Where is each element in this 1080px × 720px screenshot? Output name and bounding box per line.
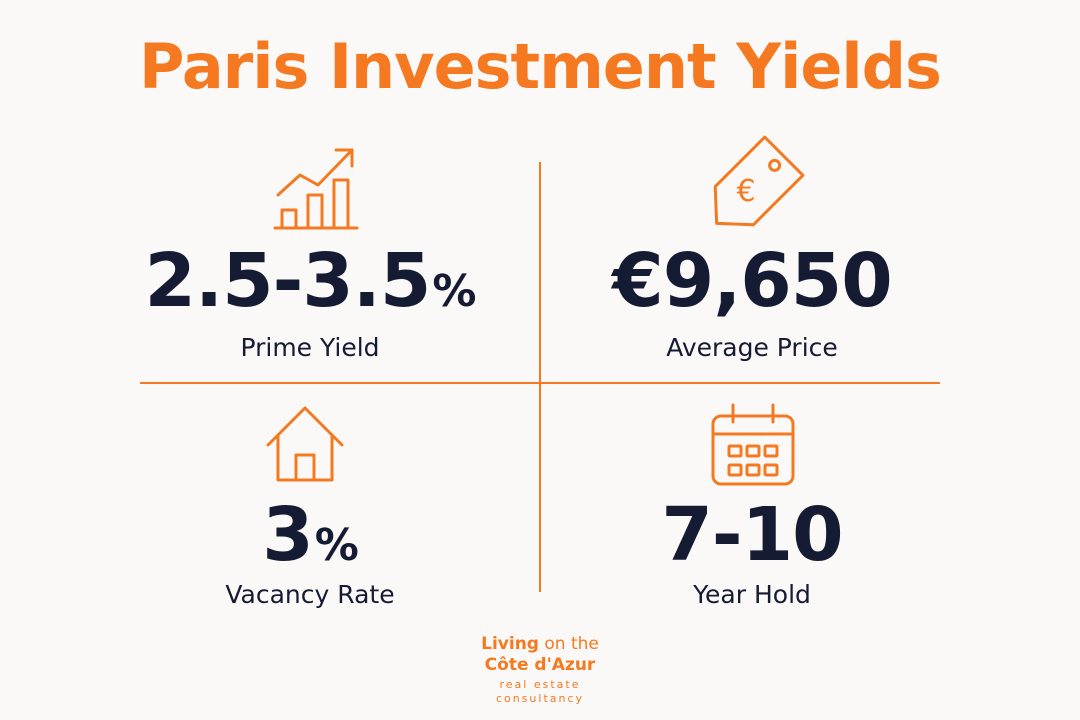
logo-text: on the <box>544 634 599 654</box>
stat-label: Average Price <box>666 333 838 362</box>
chart-icon <box>273 148 359 230</box>
stat-value: 3% <box>90 492 530 578</box>
stat-label: Vacancy Rate <box>225 580 395 609</box>
title: Paris Investment Yields <box>139 30 942 103</box>
house-icon <box>266 406 344 482</box>
stat-label: Year Hold <box>693 580 811 609</box>
stat-label: Prime Yield <box>240 333 380 362</box>
calendar-icon <box>711 403 795 486</box>
logo-text: Living <box>481 634 539 654</box>
value-text: €9,650 <box>612 238 893 324</box>
price-icon-symbol: € <box>736 174 755 209</box>
value-unit: % <box>432 266 476 317</box>
stat-value: 7-10 <box>532 492 972 578</box>
logo-line: Living on the <box>390 634 690 654</box>
value-text: 7-10 <box>661 492 843 578</box>
logo-tagline: consultancy <box>495 692 585 705</box>
value-text: 3 <box>262 492 313 578</box>
price-tag-icon <box>713 135 805 227</box>
stat-value: €9,650 <box>532 238 972 324</box>
logo-tagline: real estate <box>499 678 581 691</box>
logo-line: Côte d'Azur <box>484 655 596 675</box>
value-text: 2.5-3.5 <box>144 238 432 324</box>
value-unit: % <box>314 520 359 571</box>
stat-value: 2.5-3.5% <box>90 238 530 324</box>
